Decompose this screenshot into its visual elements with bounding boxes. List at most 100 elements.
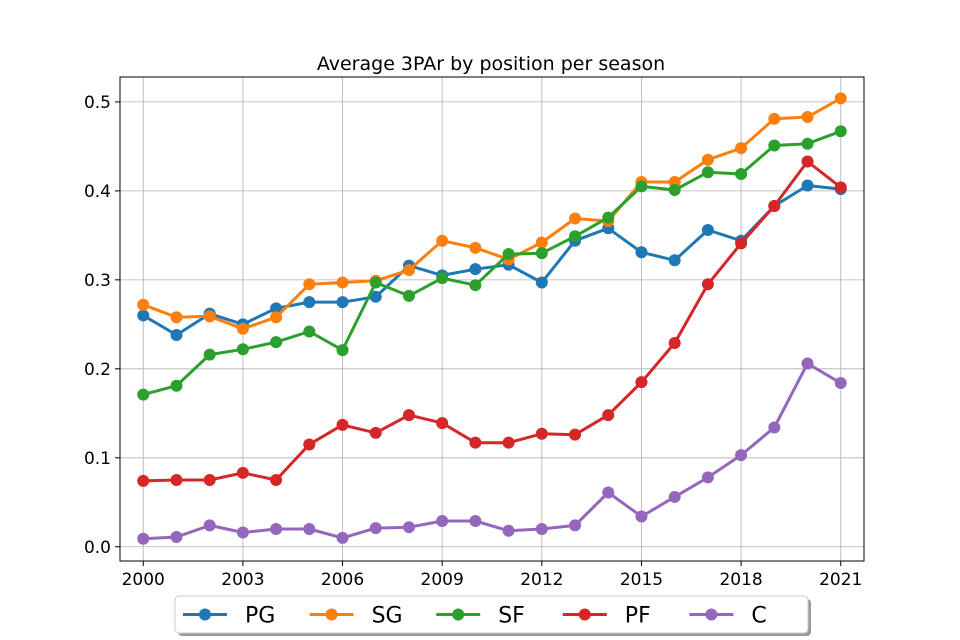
data-point bbox=[303, 278, 316, 291]
data-point bbox=[303, 296, 316, 309]
legend-entry-sf[interactable]: SF bbox=[436, 604, 525, 629]
legend-label: SG bbox=[372, 604, 403, 629]
data-point bbox=[801, 111, 814, 124]
x-tick-label: 2003 bbox=[221, 570, 264, 590]
data-point bbox=[535, 276, 548, 289]
data-point bbox=[436, 514, 449, 527]
y-tick-label: 0.5 bbox=[84, 93, 111, 113]
data-point bbox=[635, 510, 648, 523]
data-point bbox=[336, 276, 349, 289]
data-point bbox=[768, 112, 781, 125]
x-tick-label: 2021 bbox=[819, 570, 862, 590]
y-tick-label: 0.3 bbox=[84, 271, 111, 291]
legend-marker bbox=[705, 608, 718, 621]
data-point bbox=[569, 212, 582, 225]
data-point bbox=[170, 474, 183, 487]
data-point bbox=[701, 153, 714, 166]
data-point bbox=[270, 302, 283, 315]
data-point bbox=[635, 180, 648, 193]
data-point bbox=[635, 376, 648, 389]
chart-title: Average 3PAr by position per season bbox=[317, 53, 665, 75]
data-point bbox=[336, 418, 349, 431]
data-point bbox=[402, 264, 415, 277]
data-point bbox=[203, 310, 216, 323]
plot-frame bbox=[119, 76, 865, 562]
data-point bbox=[369, 276, 382, 289]
y-tick-label: 0.0 bbox=[84, 538, 111, 558]
data-point bbox=[469, 436, 482, 449]
data-point bbox=[569, 230, 582, 243]
x-tick-label: 2015 bbox=[620, 570, 663, 590]
data-point bbox=[270, 311, 283, 324]
data-point bbox=[469, 263, 482, 276]
data-point bbox=[834, 92, 847, 105]
series-pf bbox=[137, 155, 847, 487]
series-c bbox=[137, 357, 847, 545]
data-point bbox=[569, 428, 582, 441]
legend-marker bbox=[578, 608, 591, 621]
data-point bbox=[236, 466, 249, 479]
legend-entry-c[interactable]: C bbox=[689, 604, 767, 629]
data-point bbox=[203, 519, 216, 532]
data-point bbox=[203, 348, 216, 361]
data-point bbox=[668, 183, 681, 196]
data-point bbox=[170, 379, 183, 392]
legend[interactable]: PG SG SF PF C bbox=[174, 595, 811, 636]
legend-entry-sg[interactable]: SG bbox=[309, 604, 403, 629]
data-point bbox=[735, 167, 748, 180]
x-tick-label: 2000 bbox=[122, 570, 165, 590]
series-line-pg bbox=[142, 184, 841, 337]
data-point bbox=[369, 522, 382, 535]
legend-marker bbox=[199, 608, 211, 621]
data-point bbox=[768, 421, 781, 434]
data-point bbox=[701, 166, 714, 179]
data-point bbox=[336, 344, 349, 357]
data-point bbox=[834, 181, 847, 194]
data-point bbox=[801, 137, 814, 150]
y-tick-label: 0.1 bbox=[84, 449, 111, 469]
x-tick-label: 2006 bbox=[321, 570, 364, 590]
data-point bbox=[801, 179, 814, 192]
y-tick-label: 0.2 bbox=[84, 360, 111, 380]
data-point bbox=[402, 409, 415, 422]
data-point bbox=[303, 325, 316, 338]
data-point bbox=[602, 409, 615, 422]
x-tick-label: 2009 bbox=[421, 570, 464, 590]
data-point bbox=[768, 139, 781, 152]
data-point bbox=[735, 237, 748, 250]
data-point bbox=[834, 377, 847, 390]
data-point bbox=[436, 272, 449, 285]
series-layer bbox=[137, 92, 847, 545]
data-point bbox=[535, 236, 548, 249]
series-sf bbox=[137, 125, 847, 401]
data-point bbox=[668, 254, 681, 267]
data-point bbox=[602, 486, 615, 499]
legend-entry-pf[interactable]: PF bbox=[562, 604, 651, 629]
data-point bbox=[735, 449, 748, 462]
legend-box bbox=[174, 595, 809, 634]
data-point bbox=[735, 142, 748, 155]
data-point bbox=[502, 248, 515, 261]
data-point bbox=[569, 519, 582, 532]
data-point bbox=[535, 522, 548, 535]
data-point bbox=[137, 474, 150, 487]
data-point bbox=[668, 337, 681, 350]
data-point bbox=[602, 211, 615, 224]
legend-label: SF bbox=[498, 604, 525, 629]
data-point bbox=[137, 532, 150, 545]
data-point bbox=[236, 526, 249, 539]
data-point bbox=[236, 322, 249, 335]
legend-entry-pg[interactable]: PG bbox=[183, 604, 275, 629]
y-tick-label: 0.4 bbox=[84, 182, 111, 202]
data-point bbox=[635, 246, 648, 259]
data-point bbox=[170, 530, 183, 543]
data-point bbox=[402, 289, 415, 302]
data-point bbox=[668, 490, 681, 503]
data-point bbox=[535, 427, 548, 440]
data-point bbox=[336, 296, 349, 309]
data-point bbox=[170, 311, 183, 324]
data-point bbox=[834, 125, 847, 138]
data-point bbox=[270, 336, 283, 349]
data-point bbox=[469, 241, 482, 254]
